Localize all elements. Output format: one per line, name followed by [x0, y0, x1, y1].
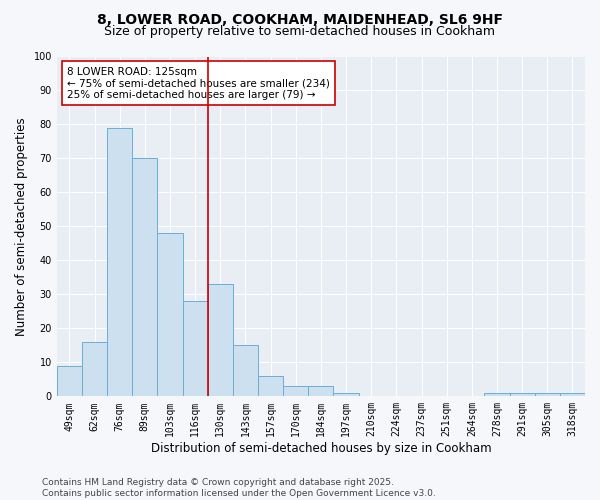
X-axis label: Distribution of semi-detached houses by size in Cookham: Distribution of semi-detached houses by …: [151, 442, 491, 455]
Text: 8, LOWER ROAD, COOKHAM, MAIDENHEAD, SL6 9HF: 8, LOWER ROAD, COOKHAM, MAIDENHEAD, SL6 …: [97, 12, 503, 26]
Bar: [535, 393, 560, 396]
Y-axis label: Number of semi-detached properties: Number of semi-detached properties: [15, 117, 28, 336]
Bar: [132, 158, 157, 396]
Bar: [157, 233, 182, 396]
Bar: [484, 393, 509, 396]
Bar: [308, 386, 334, 396]
Bar: [107, 128, 132, 396]
Bar: [334, 393, 359, 396]
Bar: [182, 301, 208, 396]
Bar: [208, 284, 233, 397]
Bar: [57, 366, 82, 396]
Bar: [233, 346, 258, 397]
Text: 8 LOWER ROAD: 125sqm
← 75% of semi-detached houses are smaller (234)
25% of semi: 8 LOWER ROAD: 125sqm ← 75% of semi-detac…: [67, 66, 330, 100]
Bar: [82, 342, 107, 396]
Text: Size of property relative to semi-detached houses in Cookham: Size of property relative to semi-detach…: [104, 25, 496, 38]
Bar: [509, 393, 535, 396]
Text: Contains HM Land Registry data © Crown copyright and database right 2025.
Contai: Contains HM Land Registry data © Crown c…: [42, 478, 436, 498]
Bar: [258, 376, 283, 396]
Bar: [283, 386, 308, 396]
Bar: [560, 393, 585, 396]
